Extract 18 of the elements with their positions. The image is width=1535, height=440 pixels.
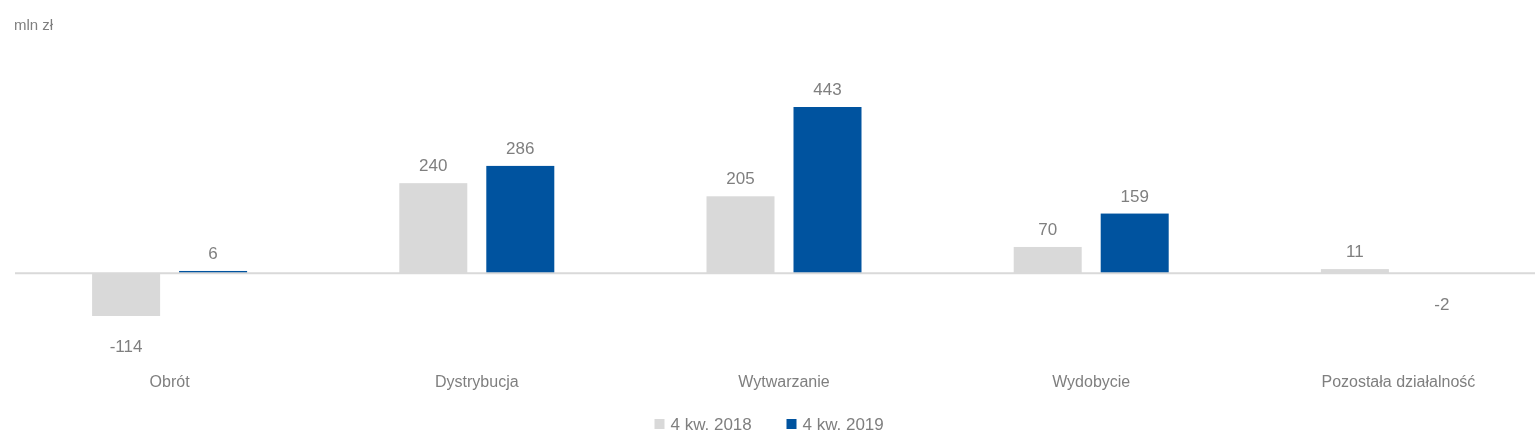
x-tick-label: Obrót xyxy=(149,373,191,390)
data-label: -114 xyxy=(109,337,143,356)
x-tick-label: Dystrybucja xyxy=(435,373,519,390)
data-label: 159 xyxy=(1120,186,1149,206)
data-label: 240 xyxy=(419,156,448,176)
data-label: 286 xyxy=(506,138,535,158)
x-tick-label: Pozostała działalność xyxy=(1321,373,1476,390)
x-tick-label: Wytwarzanie xyxy=(738,373,830,390)
data-label: 205 xyxy=(726,169,755,189)
x-tick-label: Wydobycie xyxy=(1052,373,1131,390)
data-label: 11 xyxy=(1346,242,1364,262)
data-label: 443 xyxy=(813,80,842,99)
legend-label: 4 kw. 2018 xyxy=(670,415,752,434)
data-label: 6 xyxy=(208,243,218,263)
legend-label: 4 kw. 2019 xyxy=(802,415,884,434)
data-label: 70 xyxy=(1038,219,1058,239)
y-axis-title: mln zł xyxy=(14,16,54,33)
data-label: -2 xyxy=(1434,294,1450,314)
